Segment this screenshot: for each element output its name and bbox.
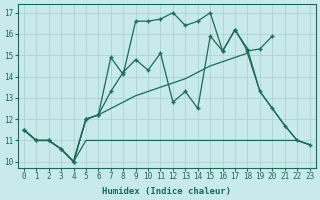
X-axis label: Humidex (Indice chaleur): Humidex (Indice chaleur)	[102, 187, 231, 196]
